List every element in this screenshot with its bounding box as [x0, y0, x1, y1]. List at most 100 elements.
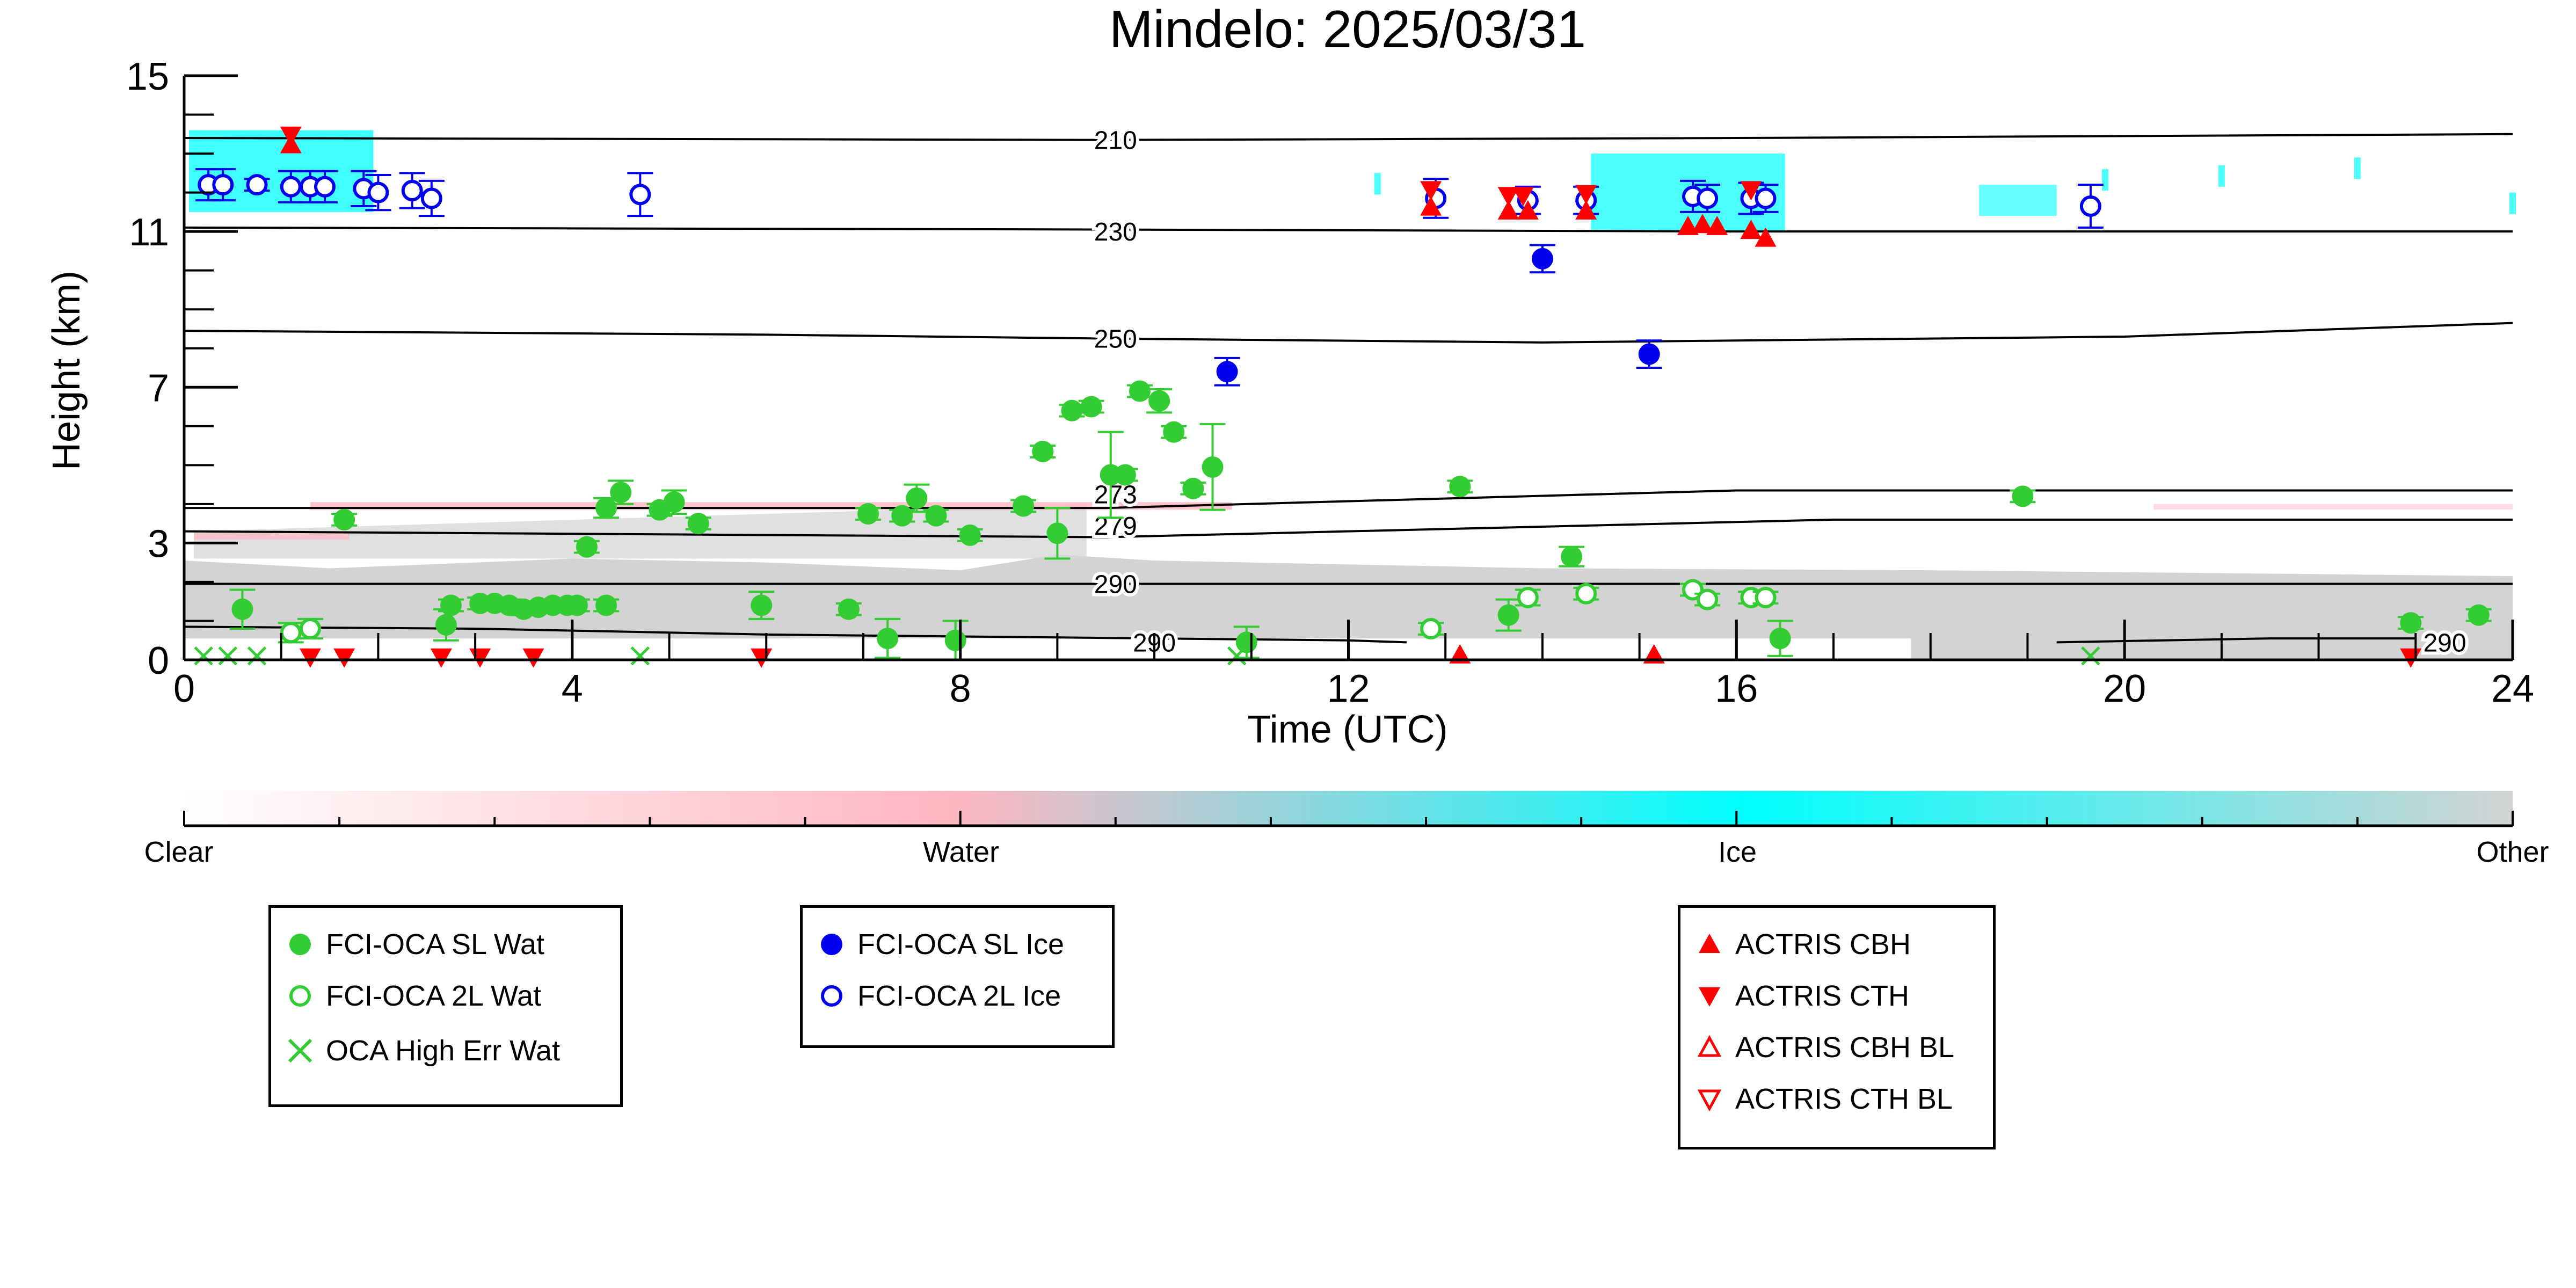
- point-marker: [435, 614, 457, 636]
- point-marker: [440, 594, 462, 616]
- point-marker: [1575, 185, 1597, 205]
- data-point: [875, 617, 901, 659]
- point-marker: [1740, 181, 1762, 201]
- point-marker: [1697, 588, 1719, 610]
- point-marker: [576, 536, 598, 558]
- data-point: [1447, 476, 1473, 498]
- data-point: [1517, 200, 1539, 220]
- data-point: [2398, 612, 2424, 634]
- triangle-up-icon: [1699, 934, 1720, 953]
- point-marker: [1740, 220, 1762, 239]
- point-marker: [1575, 583, 1597, 605]
- data-point: [1680, 579, 1706, 601]
- point-marker: [1755, 227, 1777, 247]
- legend-label: FCI-OCA 2L Ice: [857, 980, 1061, 1012]
- legend-item-cbh: ACTRIS CBH: [1693, 928, 1911, 960]
- ice-class-region: [1374, 173, 1381, 195]
- point-marker: [906, 487, 928, 509]
- data-point: [218, 646, 238, 666]
- point-marker: [1561, 545, 1583, 567]
- data-point: [2010, 485, 2036, 507]
- point-marker: [1638, 343, 1660, 365]
- point-marker: [367, 181, 389, 203]
- point-marker: [1420, 181, 1442, 201]
- point-marker: [1235, 631, 1257, 653]
- data-point: [297, 617, 323, 640]
- colorbar-label-clear: Clear: [144, 836, 213, 868]
- x-tick-label: 24: [2491, 667, 2534, 710]
- data-point: [278, 622, 304, 644]
- point-marker: [2400, 612, 2422, 634]
- legend-item-high-err-wat: OCA High Err Wat: [284, 1035, 560, 1067]
- point-marker: [314, 176, 336, 198]
- data-point: [1044, 507, 1071, 560]
- other-class-region: [184, 555, 2513, 639]
- point-marker: [566, 594, 588, 616]
- other-class-region: [1911, 638, 2513, 660]
- point-marker: [1755, 586, 1777, 608]
- data-point: [194, 646, 213, 666]
- data-point: [1010, 495, 1037, 517]
- water-class-region: [194, 533, 350, 540]
- data-point: [1495, 598, 1522, 632]
- point-marker: [1755, 187, 1777, 209]
- data-point: [1161, 421, 1187, 443]
- classification-colorbar: Clear Water Ice Other: [144, 791, 2549, 868]
- filled-circle-icon: [289, 934, 311, 955]
- point-marker: [522, 648, 544, 668]
- point-marker: [944, 629, 966, 651]
- data-point: [1706, 215, 1728, 235]
- data-point: [957, 524, 983, 546]
- point-marker: [194, 646, 213, 666]
- point-marker: [469, 648, 491, 668]
- data-point: [418, 179, 445, 217]
- isotherm-label: 273: [1094, 481, 1137, 510]
- point-marker: [1163, 421, 1185, 443]
- data-point: [1573, 583, 1599, 605]
- data-point: [1767, 620, 1793, 657]
- data-point: [1636, 339, 1662, 369]
- ice-class-region: [2509, 192, 2516, 214]
- filled-circle-icon: [821, 934, 842, 955]
- point-marker: [333, 648, 355, 668]
- data-point: [835, 598, 862, 620]
- x-tick-label: 12: [1327, 667, 1370, 710]
- data-point: [1199, 423, 1226, 511]
- data-point: [469, 648, 491, 668]
- data-point: [1740, 220, 1762, 239]
- legend-item-sl-ice: FCI-OCA SL Ice: [816, 928, 1064, 960]
- data-point: [1694, 184, 1721, 213]
- point-marker: [1216, 361, 1238, 383]
- point-marker: [1697, 187, 1719, 209]
- y-axis-label: Height (km): [45, 271, 88, 470]
- point-marker: [1449, 476, 1471, 498]
- data-point: [685, 513, 711, 535]
- isotherm-line: [2056, 637, 2416, 644]
- point-marker: [2012, 485, 2034, 507]
- isotherm-label: 290: [1094, 571, 1137, 599]
- data-point: [438, 594, 464, 616]
- open-circle-icon: [821, 985, 842, 1007]
- data-point: [1497, 187, 1519, 207]
- x-tick-label: 0: [173, 667, 195, 710]
- data-point: [247, 646, 267, 666]
- legend-label: OCA High Err Wat: [326, 1035, 561, 1067]
- point-marker: [1013, 495, 1035, 517]
- legend-label: FCI-OCA SL Wat: [326, 928, 545, 960]
- data-point: [751, 648, 773, 668]
- legend-item-cth: ACTRIS CTH: [1693, 980, 1909, 1012]
- legend-label: ACTRIS CTH: [1735, 980, 1909, 1012]
- x-tick-label: 16: [1715, 667, 1758, 710]
- ice-class-region: [2218, 165, 2225, 187]
- isotherm-line: [184, 322, 2513, 344]
- legend-item-sl-wat: FCI-OCA SL Wat: [284, 928, 544, 960]
- legend-item-2l-wat: FCI-OCA 2L Wat: [284, 980, 541, 1012]
- point-marker: [629, 184, 651, 206]
- data-point: [280, 126, 302, 146]
- point-marker: [959, 524, 981, 546]
- point-marker: [333, 508, 355, 530]
- data-point: [1420, 196, 1442, 216]
- data-point: [1575, 200, 1597, 220]
- data-point: [1214, 356, 1240, 387]
- point-marker: [838, 598, 860, 620]
